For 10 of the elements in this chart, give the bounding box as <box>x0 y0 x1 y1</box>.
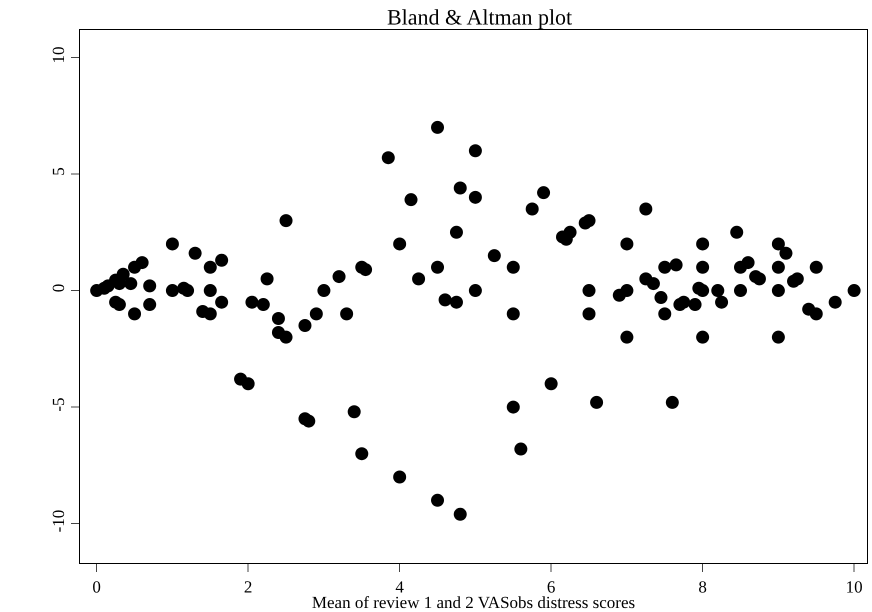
x-tick-label: 0 <box>92 577 101 596</box>
x-tick-label: 10 <box>846 577 863 596</box>
y-tick-label: -10 <box>49 510 68 532</box>
y-tick-label: 5 <box>49 167 68 176</box>
chart-title: Bland & Altman plot <box>387 4 572 30</box>
y-tick-label: 0 <box>49 284 68 292</box>
y-tick-label: -5 <box>49 397 68 412</box>
y-tick-label: 10 <box>49 46 68 64</box>
x-tick-label: 8 <box>698 577 707 596</box>
x-tick-label: 2 <box>244 577 252 596</box>
